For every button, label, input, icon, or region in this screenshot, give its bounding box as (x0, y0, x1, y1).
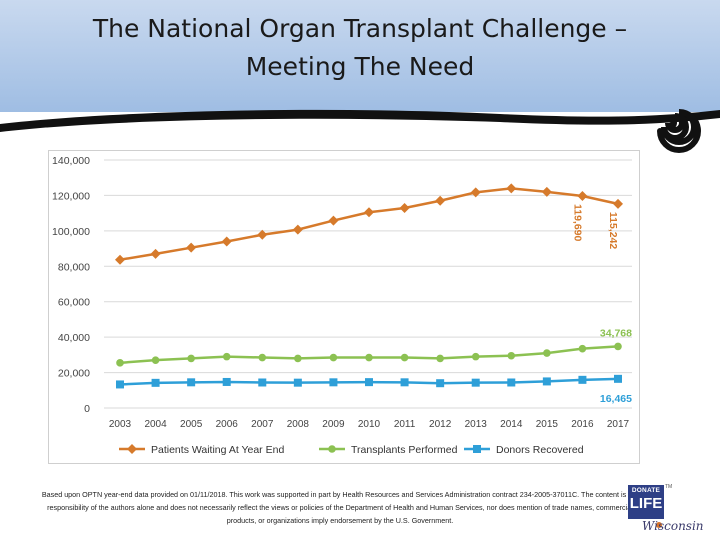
x-tick-label: 2009 (322, 419, 345, 430)
series-1-point (257, 229, 268, 240)
series-1-point (364, 207, 374, 218)
series-2-point (365, 353, 373, 362)
slide-title-line-2: Meeting The Need (245, 52, 475, 81)
series-3-point (116, 380, 124, 389)
legend-marker (473, 445, 481, 453)
series-1-point (328, 215, 339, 226)
series-2-point (471, 352, 480, 361)
x-tick-label: 2004 (144, 419, 167, 430)
series-1-point (577, 190, 588, 201)
series-2-point (187, 354, 195, 363)
series-3-point (471, 378, 480, 387)
series-1-point (186, 242, 197, 253)
data-label: 34,768 (600, 327, 632, 339)
y-tick-label: 100,000 (52, 226, 90, 238)
series-1-point (613, 198, 623, 209)
x-tick-label: 2015 (536, 419, 559, 430)
series-2-point (614, 342, 622, 351)
series-1-point (399, 203, 410, 214)
footnote: Based upon OPTN year-end data provided o… (41, 490, 639, 525)
x-tick-label: 2005 (180, 419, 203, 430)
x-tick-label: 2010 (358, 419, 381, 430)
y-tick-label: 0 (84, 403, 90, 415)
series-2-point (543, 349, 551, 357)
logo-dot (656, 522, 662, 528)
series-2-point (222, 352, 231, 361)
series-3-point (365, 378, 373, 387)
series-3-point (578, 375, 587, 384)
logo-tile (628, 485, 664, 519)
x-tick-label: 2007 (251, 419, 274, 430)
y-tick-label: 20,000 (58, 368, 90, 380)
series-2-point (151, 356, 160, 364)
series-2-point (258, 353, 267, 362)
series-1-point (292, 224, 303, 235)
series-2-point (507, 351, 516, 360)
chart-panel: 0 20,000 40,000 60,000 80,000 100,000 120,000 1… (48, 150, 640, 464)
series-3-point (187, 378, 196, 387)
series-1-point (435, 195, 446, 206)
series-2-point (116, 359, 124, 367)
series-3-point (222, 377, 231, 386)
series-2-point (329, 353, 338, 362)
series-3-point (400, 378, 409, 387)
series-2-point (400, 353, 409, 362)
logo-life-text: LIFE (629, 495, 663, 512)
logo-wisconsin-text: Wisconsin (642, 519, 704, 533)
series-1-point (470, 187, 481, 198)
title-banner (0, 0, 720, 112)
series-1-point (541, 186, 552, 197)
legend-label: Donors Recovered (496, 444, 584, 456)
y-tick-label: 140,000 (52, 155, 90, 167)
legend-label: Patients Waiting At Year End (151, 444, 284, 456)
y-tick-label: 80,000 (58, 261, 90, 273)
series-2-point (578, 344, 587, 353)
data-label: 16,465 (600, 393, 632, 405)
x-tick-label: 2016 (571, 419, 594, 430)
x-tick-label: 2003 (109, 419, 132, 430)
series-3-point (614, 374, 622, 383)
transplant-line-chart: 0 20,000 40,000 60,000 80,000 100,000 120,000 1… (52, 155, 632, 456)
series-1-point (221, 236, 232, 247)
series-1-point (150, 248, 161, 259)
series-1-point (115, 254, 125, 265)
y-tick-label: 120,000 (52, 190, 90, 202)
series-3-point (293, 378, 302, 387)
y-tick-label: 40,000 (58, 332, 90, 344)
legend-label: Transplants Performed (351, 444, 458, 456)
x-tick-label: 2012 (429, 419, 452, 430)
data-label: 119,690 (571, 204, 583, 242)
x-tick-label: 2011 (394, 419, 416, 430)
series-3-point (436, 379, 445, 388)
series-3-point (507, 378, 516, 387)
x-tick-label: 2017 (607, 419, 630, 430)
y-tick-label: 60,000 (58, 297, 90, 309)
x-tick-label: 2006 (216, 419, 239, 430)
x-tick-label: 2008 (287, 419, 310, 430)
data-label: 115,242 (607, 212, 619, 250)
series-3-point (151, 378, 160, 387)
x-tick-label: 2013 (465, 419, 488, 430)
series-3-point (258, 378, 267, 387)
series-1-point (506, 183, 517, 194)
donate-life-logo: DONATE LIFE TM Wisconsin (612, 482, 720, 540)
logo-tm: TM (665, 484, 673, 490)
series-2-point (294, 354, 302, 363)
legend-marker (127, 444, 137, 454)
series-3-point (542, 377, 551, 386)
series-2-point (436, 354, 444, 363)
legend-marker (328, 445, 336, 453)
slide-title-line-1: The National Organ Transplant Challenge … (92, 14, 628, 43)
banner-swoosh (0, 109, 720, 132)
series-3-point (329, 378, 338, 387)
slide-title: The National Organ Transplant Challenge … (40, 10, 680, 86)
spiral-icon (657, 109, 701, 153)
x-tick-label: 2014 (500, 419, 523, 430)
logo-donate-text: DONATE (631, 487, 661, 494)
